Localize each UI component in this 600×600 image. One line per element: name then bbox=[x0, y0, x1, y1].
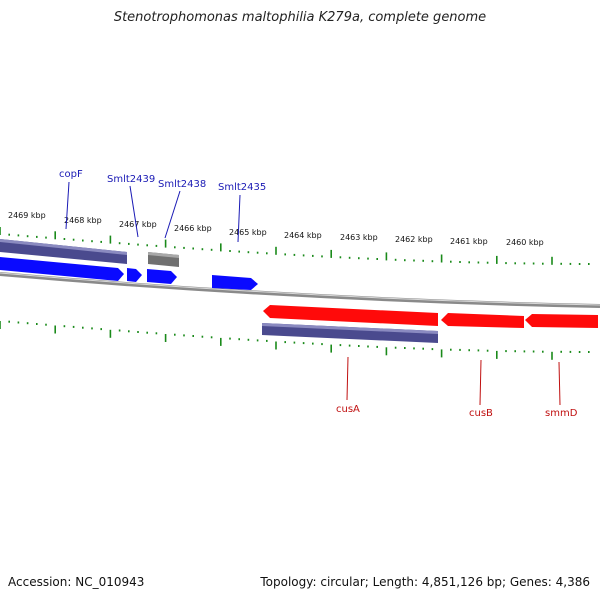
accession-text: Accession: NC_010943 bbox=[8, 575, 145, 589]
genome-title: Stenotrophomonas maltophilia K279a, comp… bbox=[113, 10, 487, 25]
genome-stats-text: Topology: circular; Length: 4,851,126 bp… bbox=[260, 575, 590, 589]
scale-label-2468: 2468 kbp bbox=[64, 216, 102, 225]
scale-label-2464: 2464 kbp bbox=[284, 231, 322, 240]
gene-copF-arrow[interactable] bbox=[0, 257, 124, 281]
gene-label-Smlt2435[interactable]: Smlt2435 bbox=[218, 182, 266, 193]
scale-label-2460: 2460 kbp bbox=[506, 238, 544, 247]
gene-Smlt2439-arrow[interactable] bbox=[127, 268, 142, 282]
scale-label-2465: 2465 kbp bbox=[229, 228, 267, 237]
genome-backbone-highlight bbox=[0, 272, 600, 306]
scale-ticks-bottom bbox=[0, 320, 590, 360]
scale-label-2462: 2462 kbp bbox=[395, 235, 433, 244]
gene-label-Smlt2439[interactable]: Smlt2439 bbox=[107, 174, 155, 185]
gene-cusB-arrow[interactable] bbox=[441, 313, 524, 328]
gene-label-leaders bbox=[65, 181, 561, 406]
leader-cusA bbox=[346, 356, 349, 401]
gene-labels-top: copF Smlt2439 Smlt2438 Smlt2435 bbox=[59, 169, 266, 193]
scale-label-2461: 2461 kbp bbox=[450, 237, 488, 246]
gene-smmD-arrow[interactable] bbox=[525, 314, 598, 328]
leader-smmD bbox=[558, 361, 561, 406]
gene-Smlt2438-grey-highlight bbox=[148, 252, 179, 258]
gene-label-copF[interactable]: copF bbox=[59, 169, 83, 180]
leader-cusB bbox=[479, 359, 482, 406]
gene-label-cusB[interactable]: cusB bbox=[469, 408, 493, 419]
gene-copF-cds-highlight bbox=[0, 239, 127, 255]
scale-label-2466: 2466 kbp bbox=[174, 224, 212, 233]
leader-Smlt2438 bbox=[164, 190, 181, 239]
gene-labels-bottom: cusA cusB smmD bbox=[336, 404, 578, 419]
scale-ticks-top bbox=[0, 227, 590, 265]
scale-label-2467: 2467 kbp bbox=[119, 220, 157, 229]
scale-labels: 2469 kbp 2468 kbp 2467 kbp 2466 kbp 2465… bbox=[8, 211, 544, 247]
leader-Smlt2435 bbox=[237, 194, 241, 243]
genome-backbone bbox=[0, 272, 600, 308]
leader-copF bbox=[65, 181, 70, 230]
gene-cusA-cds-highlight bbox=[262, 323, 438, 334]
gene-cusA-arrow[interactable] bbox=[263, 305, 438, 326]
gene-label-cusA[interactable]: cusA bbox=[336, 404, 360, 415]
gene-label-smmD[interactable]: smmD bbox=[545, 408, 578, 419]
gene-label-Smlt2438[interactable]: Smlt2438 bbox=[158, 179, 206, 190]
gene-Smlt2438-arrow[interactable] bbox=[147, 269, 177, 284]
scale-label-2469: 2469 kbp bbox=[8, 211, 46, 220]
leader-Smlt2439 bbox=[129, 185, 139, 238]
gene-Smlt2435-arrow[interactable] bbox=[212, 275, 258, 290]
scale-label-2463: 2463 kbp bbox=[340, 233, 378, 242]
